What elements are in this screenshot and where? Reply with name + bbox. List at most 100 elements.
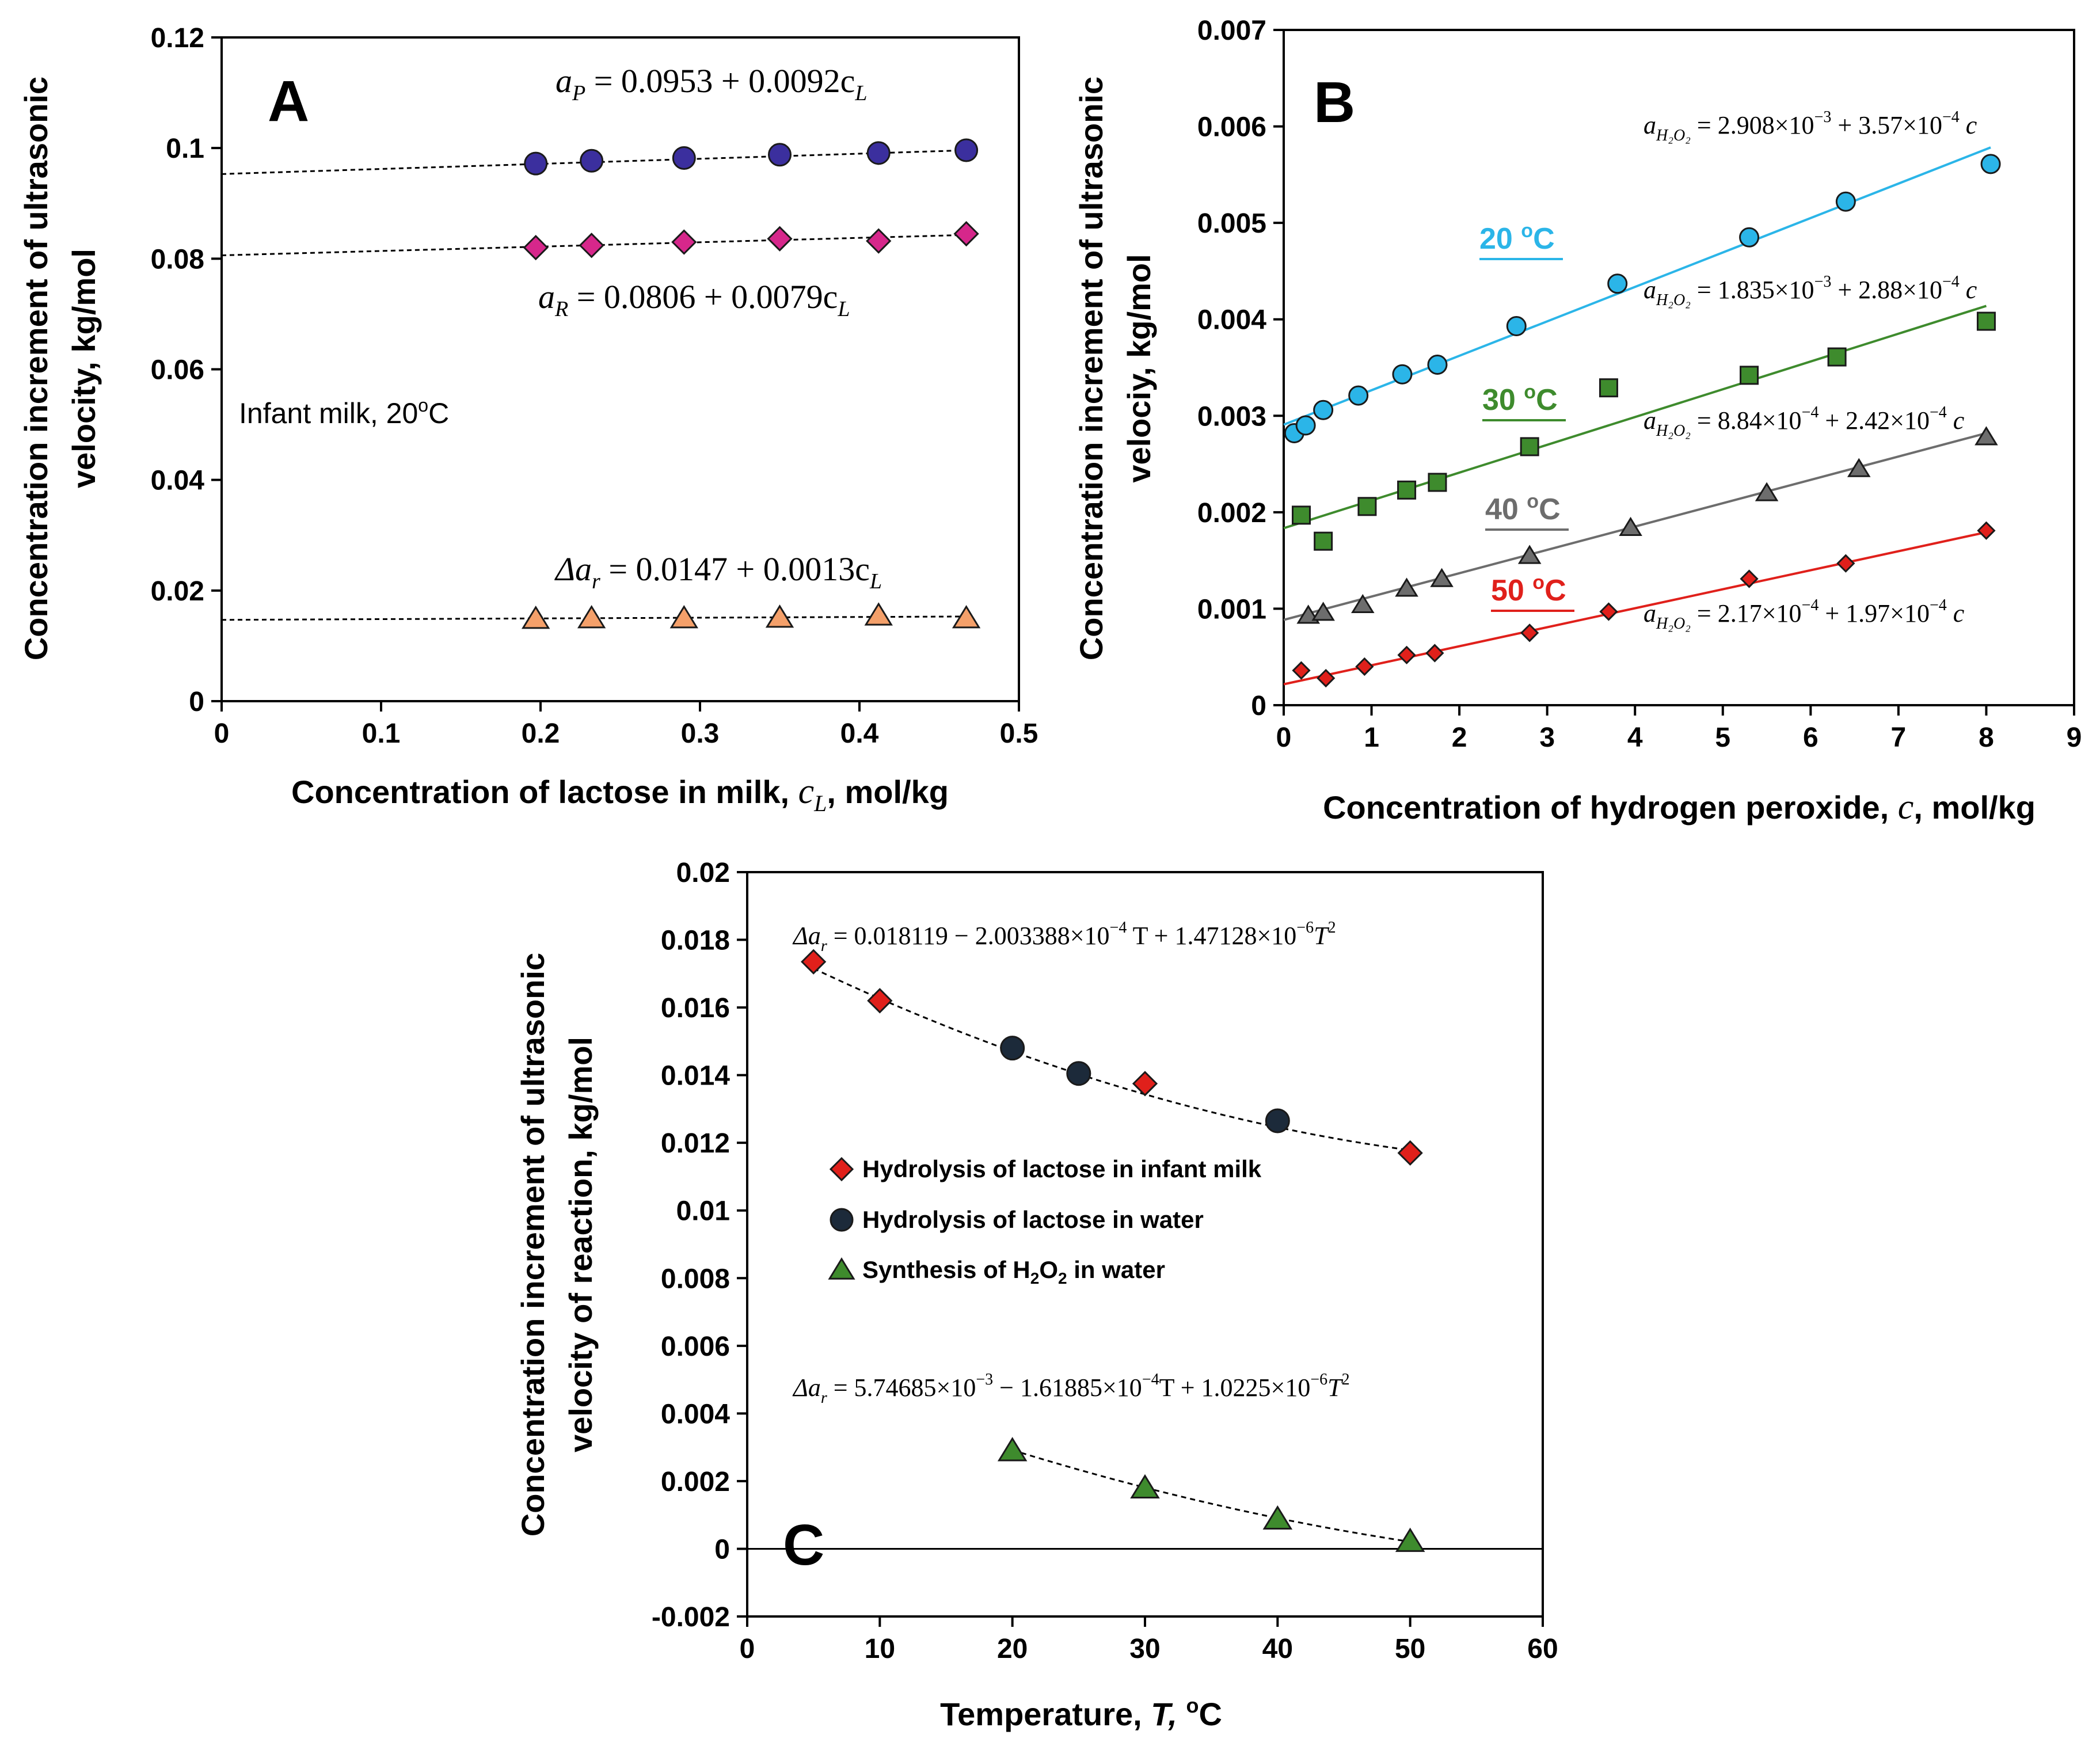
y-tick-label: -0.002 bbox=[652, 1602, 730, 1633]
eq-exponent: −4 bbox=[1942, 108, 1960, 126]
data-point bbox=[1355, 657, 1374, 676]
series-circle bbox=[1000, 1036, 1290, 1133]
data-point bbox=[1607, 273, 1628, 294]
x-tick-label: 7 bbox=[1891, 722, 1907, 753]
panel-c-chart: 0 10 20 30 40 50 60 -0.002 0 0.002 0.004 0.006 0.008… bbox=[515, 858, 1558, 1732]
data-point bbox=[1000, 1036, 1025, 1061]
eq-exponent: −3 bbox=[1814, 273, 1832, 291]
eq-body: = 0.018119 − 2.003388×10 bbox=[827, 922, 1110, 950]
y-tick-label: 0.003 bbox=[1197, 401, 1266, 432]
series-unit: C bbox=[1533, 222, 1555, 256]
eq-body: = 8.84×10 bbox=[1691, 406, 1802, 435]
eq-subscript: r bbox=[592, 569, 600, 594]
eq-subscript: P bbox=[572, 81, 585, 105]
eq-exponent: −4 bbox=[1942, 273, 1960, 291]
eq-exponent: 2 bbox=[1328, 919, 1336, 937]
eq-body: + 2.88×10 bbox=[1831, 276, 1942, 304]
fit-equation: aP = 0.0953 + 0.0092cL bbox=[556, 62, 868, 105]
data-point bbox=[952, 604, 981, 629]
eq-symbol: a bbox=[1644, 599, 1656, 627]
eq-body: + 2.42×10 bbox=[1819, 406, 1930, 435]
panel-b-chart: 0 1 2 3 4 5 6 7 8 9 0 0.001 0.002 0.003 0.004 0.005 0.00… bbox=[1073, 16, 2082, 827]
data-point bbox=[1397, 645, 1416, 664]
series-label: 40 oC bbox=[1485, 490, 1561, 526]
data-point bbox=[579, 233, 604, 258]
eq-var: T bbox=[1314, 922, 1330, 950]
eq-exponent: −4 bbox=[1930, 404, 1947, 421]
eq-symbol: a bbox=[556, 62, 572, 100]
plot-frame bbox=[1283, 29, 2075, 706]
x-tick-label: 30 bbox=[1129, 1634, 1160, 1664]
data-point bbox=[672, 146, 696, 170]
data-point bbox=[866, 141, 891, 165]
data-point bbox=[1130, 1474, 1160, 1498]
legend-label: Hydrolysis of lactose in infant milk bbox=[862, 1155, 1262, 1182]
eq-symbol: a bbox=[1644, 276, 1656, 304]
eq-subscript: H₂O₂ bbox=[1656, 422, 1691, 440]
legend-text: Synthesis of H bbox=[862, 1256, 1030, 1283]
y-axis-label-line1: Concentration increment of ultrasonic bbox=[1073, 77, 1109, 660]
data-point bbox=[1066, 1061, 1091, 1086]
y-tick-label: 0.004 bbox=[661, 1399, 730, 1429]
eq-symbol: a bbox=[1644, 406, 1656, 435]
eq-body: = 2.17×10 bbox=[1691, 599, 1802, 627]
x-label-text: Concentration of lactose in milk, bbox=[291, 774, 798, 810]
degree-symbol: o bbox=[1524, 381, 1536, 403]
y-tick-label: 0.1 bbox=[166, 134, 204, 164]
series-diamond bbox=[801, 949, 1423, 1166]
x-tick-label: 2 bbox=[1452, 722, 1467, 753]
data-point bbox=[1262, 1505, 1293, 1530]
eq-var: c bbox=[1960, 276, 1977, 304]
data-point bbox=[953, 220, 979, 247]
eq-symbol: Δa bbox=[792, 922, 821, 950]
data-point bbox=[1397, 480, 1417, 500]
series-label: 30 oC bbox=[1482, 381, 1558, 417]
x-tick-label: 0.5 bbox=[1000, 718, 1038, 749]
degree-symbol: o bbox=[1527, 490, 1539, 512]
eq-exponent: −4 bbox=[1142, 1371, 1159, 1389]
eq-var: c bbox=[1947, 406, 1965, 435]
annotation: Infant milk, 20oC bbox=[239, 395, 449, 429]
y-tick-label: 0.002 bbox=[1197, 498, 1266, 528]
y-tick-label: 0.06 bbox=[151, 355, 204, 386]
x-tick-label: 0.3 bbox=[681, 718, 720, 749]
eq-exponent: −3 bbox=[1814, 108, 1832, 126]
degree-symbol: o bbox=[418, 395, 428, 416]
panel-a-chart: 0 0.1 0.2 0.3 0.4 0.5 0 0.02 0.04 0.06 0.08 0.1 0.12… bbox=[18, 23, 1038, 816]
x-tick-label: 50 bbox=[1395, 1634, 1425, 1664]
y-tick-label: 0.02 bbox=[676, 858, 730, 888]
fit-equation: aR = 0.0806 + 0.0079cL bbox=[538, 278, 850, 321]
eq-body: + 3.57×10 bbox=[1831, 111, 1942, 139]
series-label: 50 oC bbox=[1491, 572, 1566, 607]
x-label-unit: , mol/kg bbox=[1913, 789, 2036, 826]
fit-equation: aH₂O₂ = 2.908×10−3 + 3.57×10−4 c bbox=[1644, 108, 1977, 144]
data-point bbox=[524, 151, 548, 176]
data-point bbox=[1313, 400, 1334, 420]
series-40c bbox=[1296, 426, 1998, 624]
legend-subscript: 2 bbox=[1030, 1269, 1040, 1287]
data-point bbox=[1348, 385, 1369, 406]
y-tick-label: 0.005 bbox=[1197, 208, 1266, 239]
eq-symbol: a bbox=[1644, 111, 1656, 139]
data-point bbox=[1427, 354, 1448, 375]
eq-subscript: H₂O₂ bbox=[1656, 291, 1691, 309]
eq-exponent: −3 bbox=[976, 1371, 993, 1389]
eq-subscript: r bbox=[821, 1389, 827, 1407]
plot-frame bbox=[220, 36, 1020, 702]
data-point bbox=[1317, 668, 1336, 688]
panel-label: C bbox=[783, 1513, 824, 1577]
y-tick-label: 0 bbox=[1251, 691, 1266, 721]
data-point bbox=[801, 949, 827, 975]
data-point bbox=[768, 143, 792, 167]
data-point bbox=[1295, 415, 1316, 436]
fit-curve bbox=[813, 967, 1410, 1151]
x-label-unit: , mol/kg bbox=[827, 774, 949, 810]
data-point bbox=[1599, 602, 1618, 621]
data-point bbox=[1132, 1071, 1158, 1097]
y-axis-label-line2: velocity of reaction, kg/mol bbox=[562, 1037, 599, 1452]
y-tick-label: 0.007 bbox=[1197, 16, 1266, 46]
fit-equation: aH₂O₂ = 2.17×10−4 + 1.97×10−4 c bbox=[1644, 596, 1965, 633]
fit-equation: aH₂O₂ = 1.835×10−3 + 2.88×10−4 c bbox=[1644, 273, 1977, 309]
legend-text: O bbox=[1039, 1256, 1058, 1283]
annotation-unit: C bbox=[428, 397, 449, 429]
